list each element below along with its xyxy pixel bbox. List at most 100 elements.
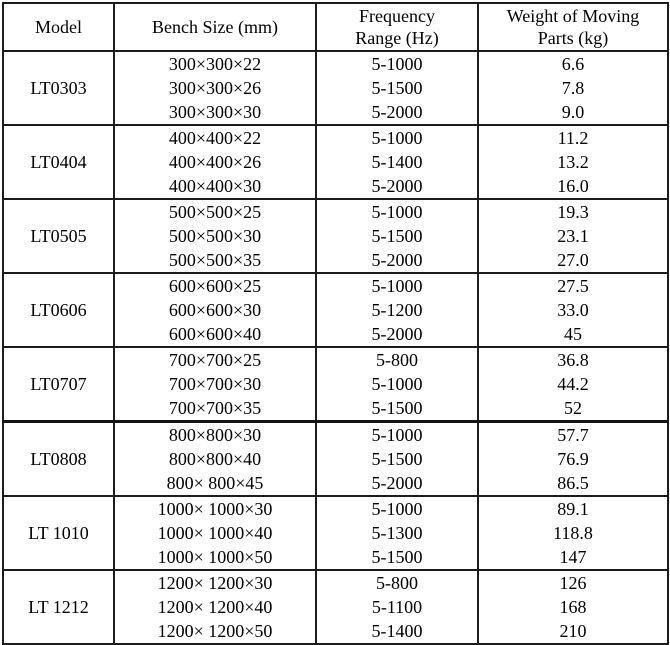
bench-size-cell: 1200× 1200×40 [113, 595, 316, 619]
model-cell: LT0808 [2, 420, 114, 496]
frequency-range-cell: 5-1000 [315, 124, 478, 150]
frequency-range-cell: 5-1200 [315, 298, 478, 322]
table-row: 800× 800×45 5-2000 86.5 [3, 471, 668, 496]
frequency-range-cell: 5-1000 [315, 272, 478, 298]
weight-cell: 6.6 [477, 50, 668, 76]
frequency-range-cell: 5-800 [315, 569, 478, 595]
table-row: LT0505 500×500×25 5-1000 19.3 [2, 198, 668, 273]
frequency-range-cell: 5-1000 [315, 495, 478, 521]
weight-cell: 86.5 [477, 471, 668, 496]
weight-cell: 45 [477, 322, 668, 347]
table-row: 400×400×30 5-2000 16.0 [3, 174, 668, 199]
table-row: 500×500×30 5-1500 23.1 [3, 224, 668, 248]
table-row: LT0808 800×800×30 5-1000 57.7 [2, 420, 668, 496]
weight-cell: 210 [477, 619, 668, 644]
weight-cell: 52 [477, 396, 668, 422]
weight-cell: 126 [477, 569, 668, 595]
frequency-range-cell: 5-1000 [315, 420, 478, 447]
model-cell: LT 1010 [2, 495, 114, 570]
bench-size-cell: 400×400×26 [113, 150, 316, 174]
column-header-bench-size: Bench Size (mm) [113, 3, 316, 52]
bench-size-cell: 700×700×25 [113, 346, 316, 372]
table-row: 600×600×30 5-1200 33.0 [3, 298, 668, 322]
bench-size-cell: 300×300×22 [113, 50, 316, 76]
table-row: 800×800×40 5-1500 76.9 [3, 447, 668, 471]
frequency-range-cell: 5-1300 [315, 521, 478, 545]
weight-cell: 118.8 [477, 521, 668, 545]
weight-cell: 36.8 [477, 346, 668, 372]
bench-size-cell: 800× 800×45 [113, 471, 316, 496]
table-row: 1200× 1200×40 5-1100 168 [3, 595, 668, 619]
bench-size-cell: 1000× 1000×50 [113, 545, 316, 570]
bench-size-cell: 300×300×30 [113, 100, 316, 125]
bench-size-cell: 500×500×30 [113, 224, 316, 248]
column-header-bench-size-label: Bench Size (mm) [152, 17, 278, 37]
frequency-range-cell: 5-1000 [315, 198, 478, 224]
table-row: 300×300×26 5-1500 7.8 [3, 76, 668, 100]
weight-cell: 44.2 [477, 372, 668, 396]
bench-size-cell: 1200× 1200×30 [113, 569, 316, 595]
column-header-frequency-line1: Frequency [359, 6, 435, 26]
bench-size-cell: 400×400×30 [113, 174, 316, 199]
column-header-weight-line2: Parts (kg) [537, 28, 609, 48]
frequency-range-cell: 5-1500 [315, 545, 478, 570]
frequency-range-cell: 5-2000 [315, 248, 478, 273]
table-row: 1000× 1000×50 5-1500 147 [3, 545, 668, 570]
frequency-range-cell: 5-1500 [315, 447, 478, 471]
bench-size-cell: 700×700×35 [113, 396, 316, 422]
model-cell: LT0404 [2, 124, 114, 199]
frequency-range-cell: 5-1100 [315, 595, 478, 619]
table-row: LT 1010 1000× 1000×30 5-1000 89.1 [2, 495, 668, 570]
model-cell: LT 1212 [2, 569, 114, 644]
weight-cell: 76.9 [477, 447, 668, 471]
frequency-range-cell: 5-2000 [315, 174, 478, 199]
bench-size-cell: 1000× 1000×40 [113, 521, 316, 545]
frequency-range-cell: 5-1400 [315, 150, 478, 174]
bench-size-cell: 600×600×30 [113, 298, 316, 322]
weight-cell: 9.0 [477, 100, 668, 125]
table-row: LT0707 700×700×25 5-800 36.8 [2, 346, 668, 422]
table-row: LT0606 600×600×25 5-1000 27.5 [2, 272, 668, 347]
model-cell: LT0303 [2, 50, 114, 125]
table-row: 600×600×40 5-2000 45 [3, 322, 668, 347]
weight-cell: 11.2 [477, 124, 668, 150]
weight-cell: 7.8 [477, 76, 668, 100]
frequency-range-cell: 5-1500 [315, 396, 478, 422]
weight-cell: 89.1 [477, 495, 668, 521]
table-row: 400×400×26 5-1400 13.2 [3, 150, 668, 174]
weight-cell: 19.3 [477, 198, 668, 224]
table-row: LT 1212 1200× 1200×30 5-800 126 [2, 569, 668, 644]
weight-cell: 16.0 [477, 174, 668, 199]
table-row: 1000× 1000×40 5-1300 118.8 [3, 521, 668, 545]
table-row: 1200× 1200×50 5-1400 210 [3, 619, 668, 644]
model-cell: LT0606 [2, 272, 114, 347]
bench-size-cell: 500×500×25 [113, 198, 316, 224]
frequency-range-cell: 5-1400 [315, 619, 478, 644]
column-header-weight: Weight of Moving Parts (kg) [477, 3, 668, 52]
column-header-frequency-line2: Range (Hz) [355, 28, 439, 48]
table-row: 300×300×30 5-2000 9.0 [3, 100, 668, 125]
frequency-range-cell: 5-2000 [315, 322, 478, 347]
bench-size-cell: 700×700×30 [113, 372, 316, 396]
table-row: LT0404 400×400×22 5-1000 11.2 [2, 124, 668, 199]
bench-size-cell: 1200× 1200×50 [113, 619, 316, 644]
bench-size-cell: 600×600×40 [113, 322, 316, 347]
bench-size-cell: 400×400×22 [113, 124, 316, 150]
frequency-range-cell: 5-1500 [315, 76, 478, 100]
bench-size-cell: 1000× 1000×30 [113, 495, 316, 521]
column-header-model: Model [2, 3, 114, 52]
column-header-weight-line1: Weight of Moving [506, 6, 640, 26]
model-cell: LT0505 [2, 198, 114, 273]
weight-cell: 168 [477, 595, 668, 619]
bench-size-cell: 300×300×26 [113, 76, 316, 100]
model-cell: LT0707 [2, 346, 114, 422]
weight-cell: 33.0 [477, 298, 668, 322]
header-row: Model Bench Size (mm) Frequency Range (H… [2, 3, 668, 52]
frequency-range-cell: 5-2000 [315, 100, 478, 125]
bench-size-cell: 800×800×30 [113, 420, 316, 447]
weight-cell: 27.0 [477, 248, 668, 273]
column-header-frequency-range: Frequency Range (Hz) [315, 3, 478, 52]
frequency-range-cell: 5-2000 [315, 471, 478, 496]
